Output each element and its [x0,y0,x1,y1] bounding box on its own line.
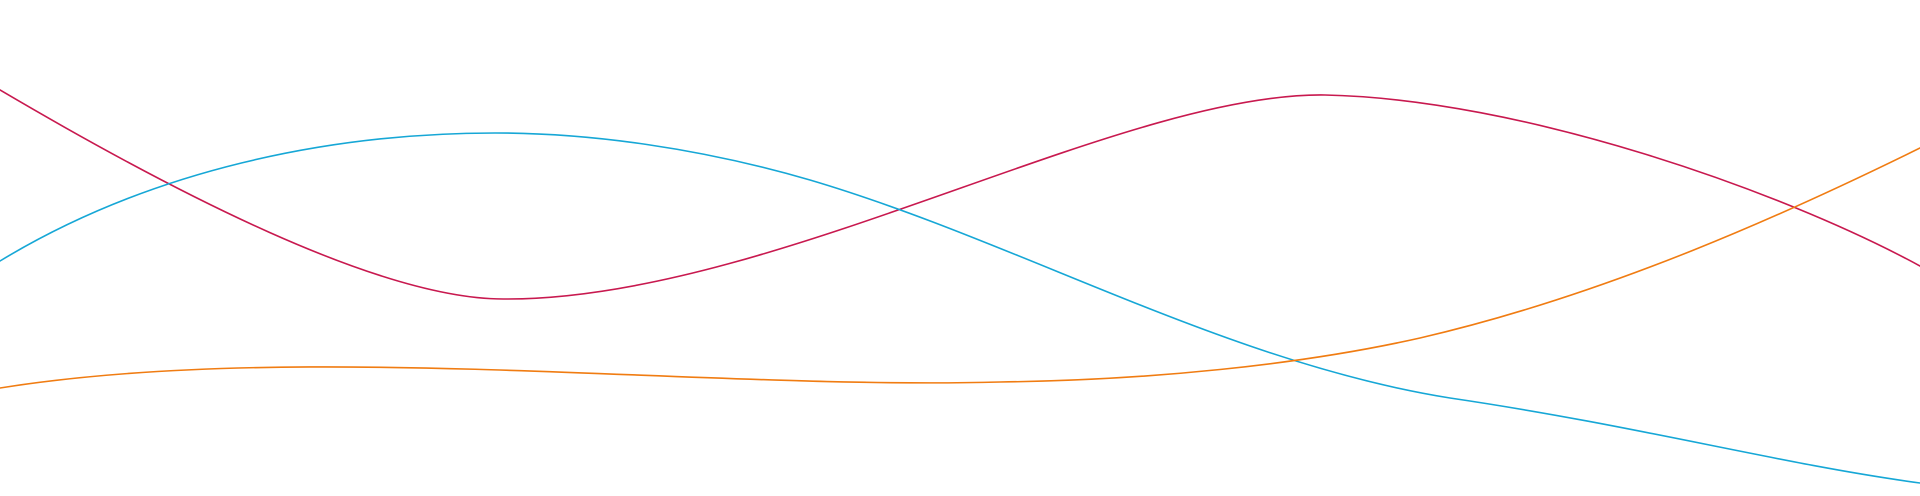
cyan-wave-line [0,132,1920,484]
crimson-wave-line [0,89,1920,300]
orange-wave-line [0,147,1920,389]
